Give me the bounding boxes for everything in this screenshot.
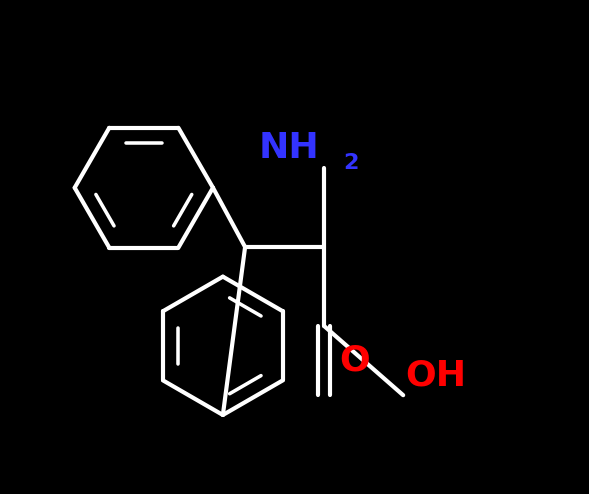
Text: 2: 2 [343, 153, 358, 173]
Text: NH: NH [259, 131, 319, 165]
Text: OH: OH [406, 359, 466, 393]
Text: O: O [339, 344, 370, 377]
